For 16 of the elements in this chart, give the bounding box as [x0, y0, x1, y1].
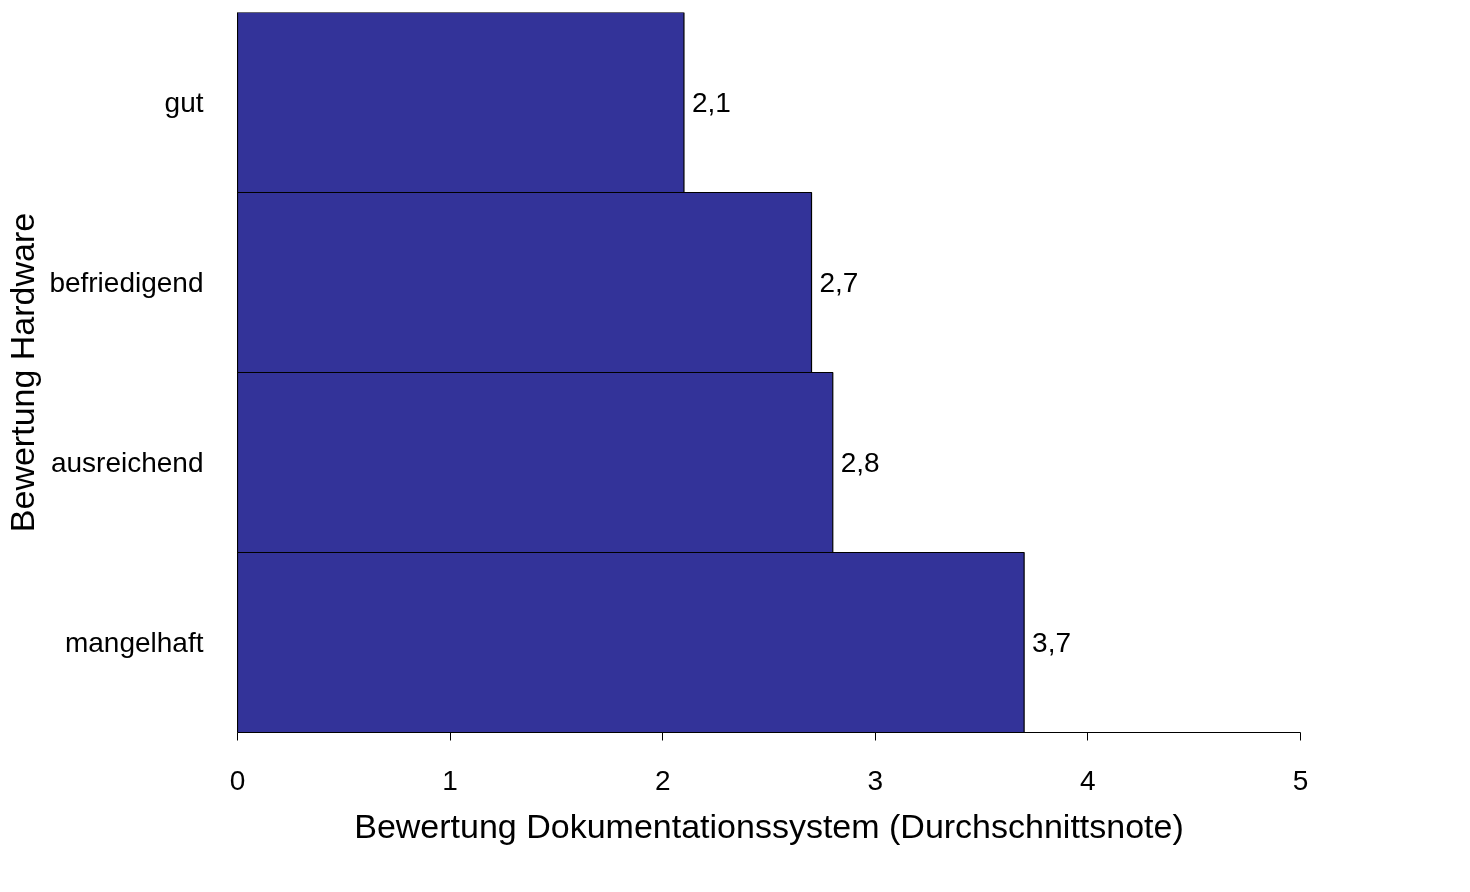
x-tick-label: 4	[1080, 764, 1096, 796]
y-tick-label: mangelhaft	[64, 627, 204, 658]
x-axis-title: Bewertung Dokumentationssystem (Durchschnittsnote)	[354, 806, 1184, 845]
data-label: 3,7	[1032, 627, 1072, 658]
x-tick-label: 0	[229, 764, 246, 796]
y-tick-label: befriedigend	[49, 267, 204, 298]
y-axis-title: Bewertung Hardware	[3, 212, 42, 533]
y-tick-label: ausreichend	[50, 447, 204, 478]
x-tick-label: 2	[654, 764, 671, 796]
data-label: 2,8	[840, 447, 880, 478]
data-label: 2,7	[819, 267, 859, 298]
y-tick-label: gut	[164, 87, 204, 118]
x-tick-label: 5	[1292, 764, 1309, 796]
data-label: 2,1	[691, 87, 731, 118]
x-tick-label: 3	[867, 764, 884, 796]
x-tick-label: 1	[442, 764, 458, 796]
